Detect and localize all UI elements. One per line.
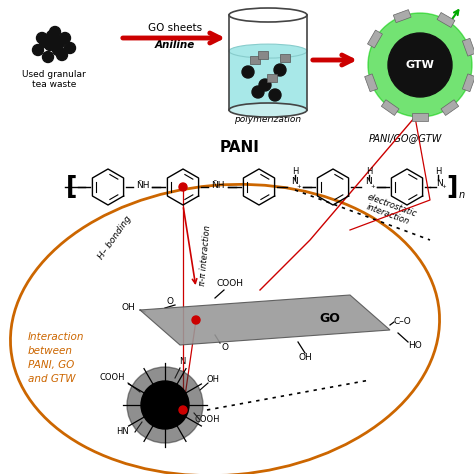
Circle shape [39,36,51,47]
Circle shape [45,39,55,51]
Text: GTW: GTW [406,60,435,70]
Text: H: H [292,166,298,175]
Text: electrostatic
interaction: electrostatic interaction [362,192,418,228]
Text: OH: OH [298,354,312,363]
Text: Used granular: Used granular [22,70,86,79]
Text: +: + [442,183,447,189]
FancyBboxPatch shape [229,51,307,110]
Circle shape [55,36,65,47]
Text: N: N [179,357,185,366]
Text: COOH: COOH [194,416,220,425]
Text: PANI: PANI [220,140,260,155]
Circle shape [368,13,472,117]
Text: N: N [365,177,373,186]
Text: n: n [459,190,465,200]
Text: GO: GO [319,311,340,325]
Ellipse shape [229,8,307,22]
Text: COOH: COOH [99,374,125,383]
Circle shape [64,43,75,54]
Text: Interaction
between
PANI, GO
and GTW: Interaction between PANI, GO and GTW [28,332,84,384]
Polygon shape [381,100,399,116]
Circle shape [179,406,187,414]
Text: OH: OH [121,303,135,312]
Text: Aniline: Aniline [155,40,195,50]
Circle shape [127,367,203,443]
Polygon shape [437,12,455,27]
Ellipse shape [229,44,307,58]
Polygon shape [462,38,474,56]
Text: H: H [435,166,441,175]
Text: PANI/GO@GTW: PANI/GO@GTW [368,133,442,143]
Circle shape [43,52,54,63]
Text: ]: ] [447,175,458,199]
Text: polymerization: polymerization [235,115,301,124]
Text: COOH: COOH [217,279,244,288]
Circle shape [36,33,47,44]
Circle shape [252,86,264,98]
Text: H: H [366,166,372,175]
Circle shape [192,316,200,324]
Bar [280,54,290,62]
Circle shape [388,33,452,97]
Text: HN: HN [117,428,129,437]
Circle shape [179,183,187,191]
Bar [258,51,268,59]
Ellipse shape [229,103,307,117]
Circle shape [274,64,286,76]
Polygon shape [412,113,428,121]
Circle shape [141,381,189,429]
Text: tea waste: tea waste [32,80,76,89]
Text: +: + [371,183,375,189]
Circle shape [60,33,71,44]
Circle shape [56,49,67,61]
Bar [250,56,260,64]
Polygon shape [140,295,390,345]
Text: H– bonding: H– bonding [97,215,133,262]
Circle shape [53,45,64,55]
Circle shape [49,27,61,37]
Circle shape [33,45,44,55]
Polygon shape [393,9,411,23]
Text: N: N [292,177,298,186]
Polygon shape [462,74,474,91]
Text: [: [ [66,175,78,199]
Text: O: O [166,298,173,307]
Polygon shape [367,30,383,48]
Text: ÑH: ÑH [211,181,225,190]
Text: O: O [221,344,228,353]
Text: π-π interaction: π-π interaction [198,224,212,286]
Bar [267,74,277,82]
Text: N: N [437,179,443,188]
Circle shape [259,79,271,91]
Text: +: + [297,183,301,189]
Text: OH: OH [207,375,219,384]
Circle shape [46,30,57,42]
Text: C–O: C–O [393,318,411,327]
Polygon shape [441,100,459,116]
Text: GO sheets: GO sheets [148,23,202,33]
Polygon shape [365,74,378,91]
Text: HO: HO [408,340,422,349]
Text: ÑH: ÑH [136,181,150,190]
Circle shape [242,66,254,78]
Circle shape [269,89,281,101]
